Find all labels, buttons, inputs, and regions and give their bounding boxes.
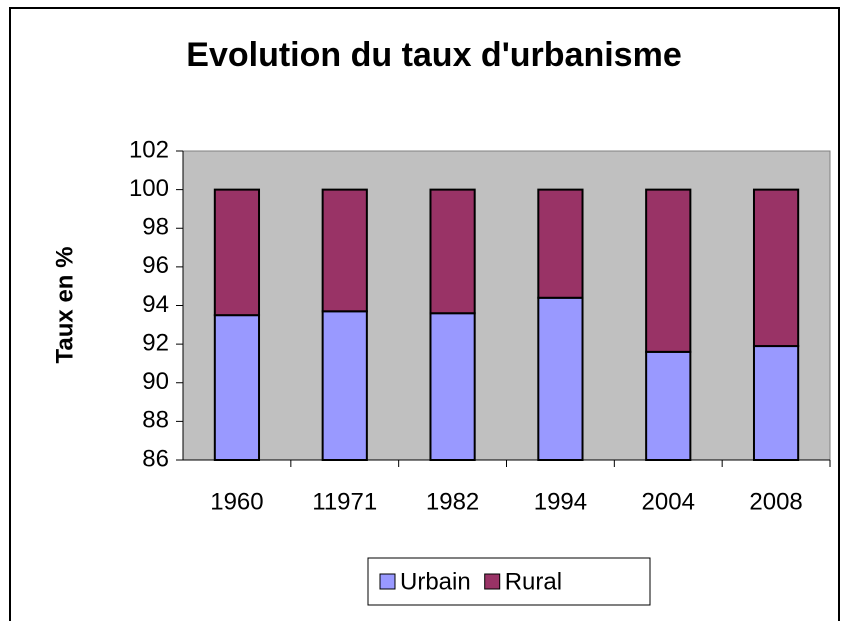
x-tick-label: 1982 (426, 488, 479, 515)
x-tick-label: 11971 (312, 488, 377, 515)
x-tick-label: 2004 (642, 488, 695, 515)
bar-segment (752, 188, 800, 348)
legend-swatch (379, 573, 396, 590)
x-tick-label: 2008 (749, 488, 802, 515)
legend-swatch (484, 573, 501, 590)
bar-segment (429, 188, 476, 315)
y-tick-label: 86 (142, 445, 169, 472)
bar-segment (752, 345, 800, 461)
x-tick-label: 1960 (210, 488, 263, 515)
bar-segment (213, 314, 261, 461)
y-tick-label: 88 (142, 407, 169, 434)
chart-title: Evolution du taux d'urbanisme (186, 36, 681, 74)
y-axis-label: Taux en % (51, 247, 78, 364)
y-tick-label: 90 (142, 368, 169, 395)
plot-area (182, 150, 831, 461)
legend-label: Rural (505, 568, 562, 595)
bar-segment (321, 188, 368, 313)
bar-segment (321, 310, 368, 462)
y-tick-label: 102 (129, 136, 169, 163)
bar-segment (645, 188, 692, 353)
bar-segment (537, 296, 584, 461)
bar-segment (537, 188, 584, 299)
bar-segment (429, 312, 476, 461)
y-tick-label: 96 (142, 252, 169, 279)
y-tick-label: 94 (142, 291, 169, 318)
legend-box (367, 557, 651, 606)
y-tick-label: 92 (142, 329, 169, 356)
x-tick-label: 1994 (534, 488, 587, 515)
y-tick-label: 100 (129, 175, 169, 202)
legend-label: Urbain (400, 568, 471, 595)
y-tick-label: 98 (142, 214, 169, 241)
bar-segment (213, 188, 261, 317)
bar-segment (645, 350, 692, 462)
